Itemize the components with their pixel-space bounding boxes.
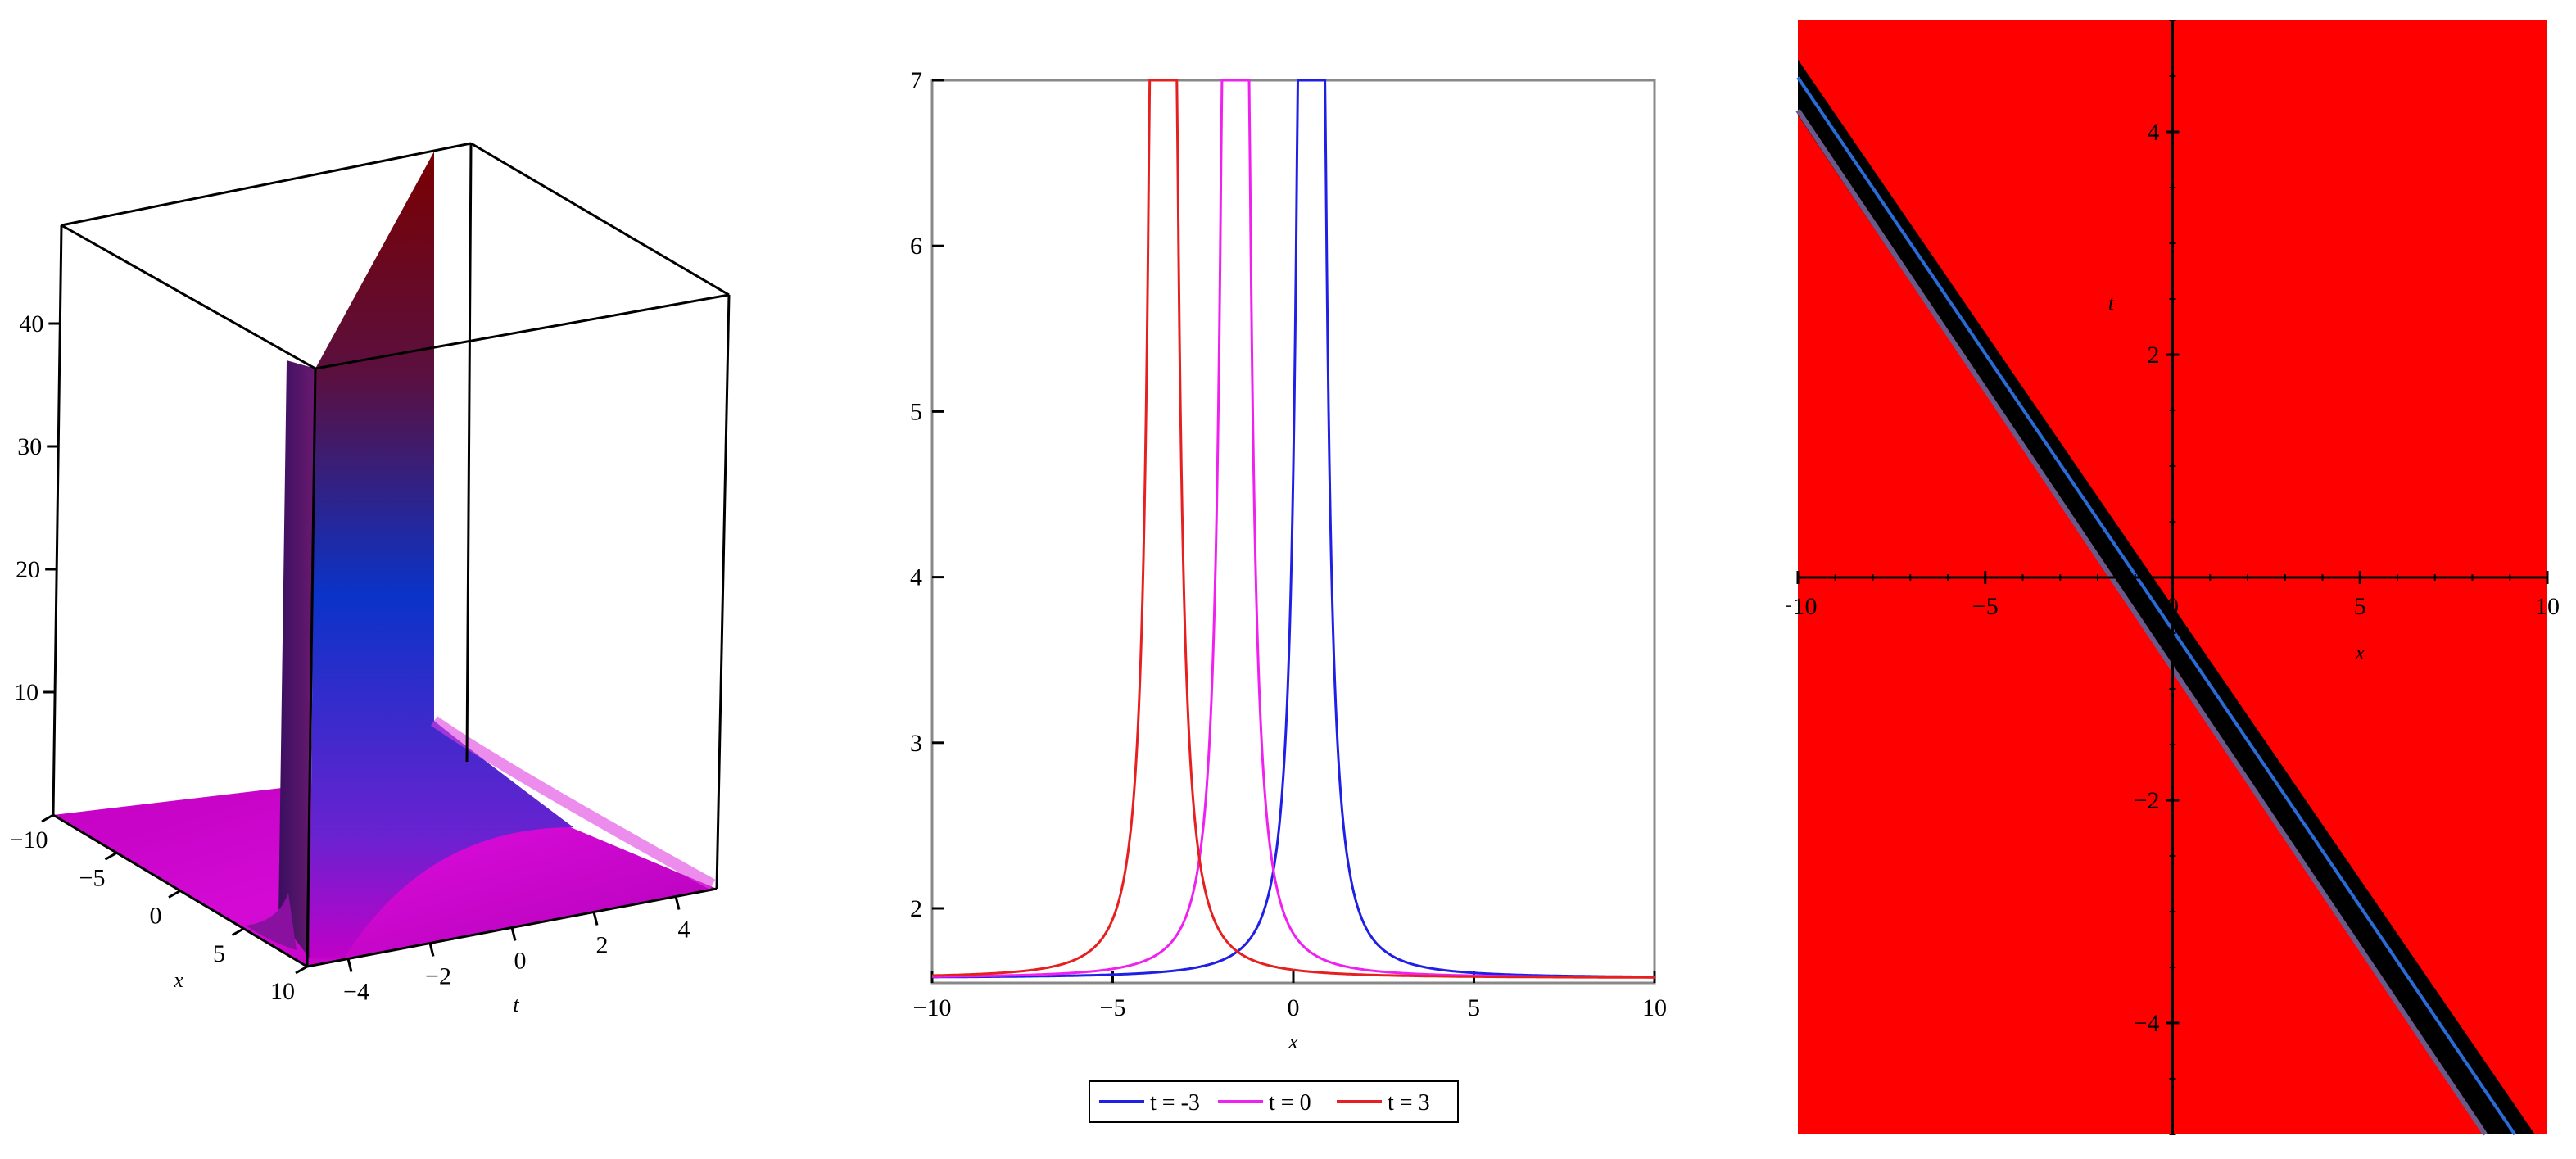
- y-tick-label: 2: [2148, 342, 2160, 369]
- surface-3d-panel: 10 20 30 40 −10 −5 0 5 10 x −4 −2 0 2 4 t: [0, 0, 762, 1159]
- x-tick: [231, 927, 245, 937]
- legend-entry: t = -3: [1150, 1090, 1200, 1116]
- contour-line: [1796, 76, 2516, 1136]
- x-tick-label: 5: [213, 940, 225, 967]
- y-axis-label: t: [2108, 292, 2115, 315]
- contour-line: [1795, 108, 2488, 1136]
- x-tick: [168, 890, 181, 899]
- x-tick: [295, 965, 308, 975]
- t-tick-label: 0: [514, 948, 527, 975]
- frame-edge: [470, 142, 730, 297]
- y-tick-label: 3: [910, 730, 922, 757]
- y-tick-label: 7: [910, 67, 922, 94]
- x-tick-label: −5: [1972, 593, 1999, 620]
- z-tick-label: 40: [19, 310, 43, 337]
- y-tick-label: −4: [2134, 1010, 2160, 1037]
- x-tick-label: 5: [2354, 593, 2366, 620]
- legend-entry: t = 0: [1269, 1090, 1311, 1116]
- legend-box: [1089, 1080, 1459, 1123]
- t-tick: [592, 912, 599, 926]
- frame-edge: [61, 142, 472, 227]
- frame-edge: [52, 224, 63, 816]
- x-tick: [104, 851, 118, 861]
- z-tick-label: 20: [16, 556, 40, 583]
- x-tick-label: 10: [1642, 994, 1667, 1021]
- surface-ridge: [430, 716, 716, 890]
- x-tick-label: −10: [10, 826, 48, 853]
- t-tick: [346, 958, 353, 972]
- y-tick-label: 2: [910, 895, 922, 922]
- surface-spike-face: [310, 152, 573, 958]
- t-tick-label: 4: [678, 917, 690, 944]
- frame-edge: [61, 224, 316, 370]
- z-tick-label: 30: [17, 433, 42, 460]
- line-chart: −10 −5 0 5 10 x 2 3 4 5 6 7 t = -3 t = 0 t = 3: [910, 67, 1667, 1123]
- x-tick-label: −10: [913, 994, 952, 1021]
- y-tick-label: 6: [910, 233, 922, 260]
- t-tick: [428, 943, 435, 957]
- t-tick: [510, 927, 517, 941]
- y-tick-label: 4: [2148, 119, 2160, 146]
- x-axis-label: x: [2354, 641, 2365, 664]
- t-tick-label: −2: [425, 963, 451, 990]
- x-axis-label: x: [1288, 1030, 1298, 1053]
- x-tick-label: 0: [1288, 994, 1300, 1021]
- x-tick-label: −5: [79, 864, 106, 891]
- x-tick-label: −5: [1100, 994, 1126, 1021]
- x-tick-label: −10: [1786, 593, 1817, 620]
- frame-edge: [715, 294, 731, 890]
- line-chart-panel: −10 −5 0 5 10 x 2 3 4 5 6 7 t = -3 t = 0 t = 3: [885, 0, 1704, 1159]
- surface-3d-plot: 10 20 30 40 −10 −5 0 5 10 x −4 −2 0 2 4 t: [10, 142, 731, 1016]
- x-tick-label: 10: [2535, 593, 2560, 620]
- series-line: [932, 79, 1655, 979]
- legend-entry: t = 3: [1388, 1090, 1430, 1116]
- x-axis-label: x: [173, 968, 183, 992]
- y-tick-label: 4: [910, 564, 922, 591]
- contour-panel: −10 −5 0 5 10 x −4 −2 2 4 t: [1786, 0, 2576, 1159]
- x-tick-label: 10: [270, 978, 295, 1005]
- x-tick-label: 0: [2166, 593, 2179, 620]
- t-tick-label: −4: [343, 979, 369, 1006]
- x-tick: [41, 813, 54, 823]
- t-tick: [674, 896, 681, 910]
- t-axis-label: t: [513, 993, 519, 1016]
- x-tick-label: 0: [150, 903, 162, 930]
- z-tick-label: 10: [14, 679, 38, 706]
- surface-left-face: [278, 360, 315, 958]
- frame-edge: [306, 368, 317, 967]
- y-tick-label: −2: [2134, 787, 2160, 814]
- frame-edge: [315, 293, 730, 370]
- contour-plot: −10 −5 0 5 10 x −4 −2 2 4 t: [1786, 20, 2560, 1136]
- x-tick-label: 5: [1468, 994, 1480, 1021]
- t-tick-label: 2: [596, 932, 609, 959]
- y-tick-label: 5: [910, 398, 922, 425]
- surface-base-bump: [246, 893, 297, 950]
- frame-edge: [465, 143, 473, 763]
- series-line: [932, 79, 1655, 979]
